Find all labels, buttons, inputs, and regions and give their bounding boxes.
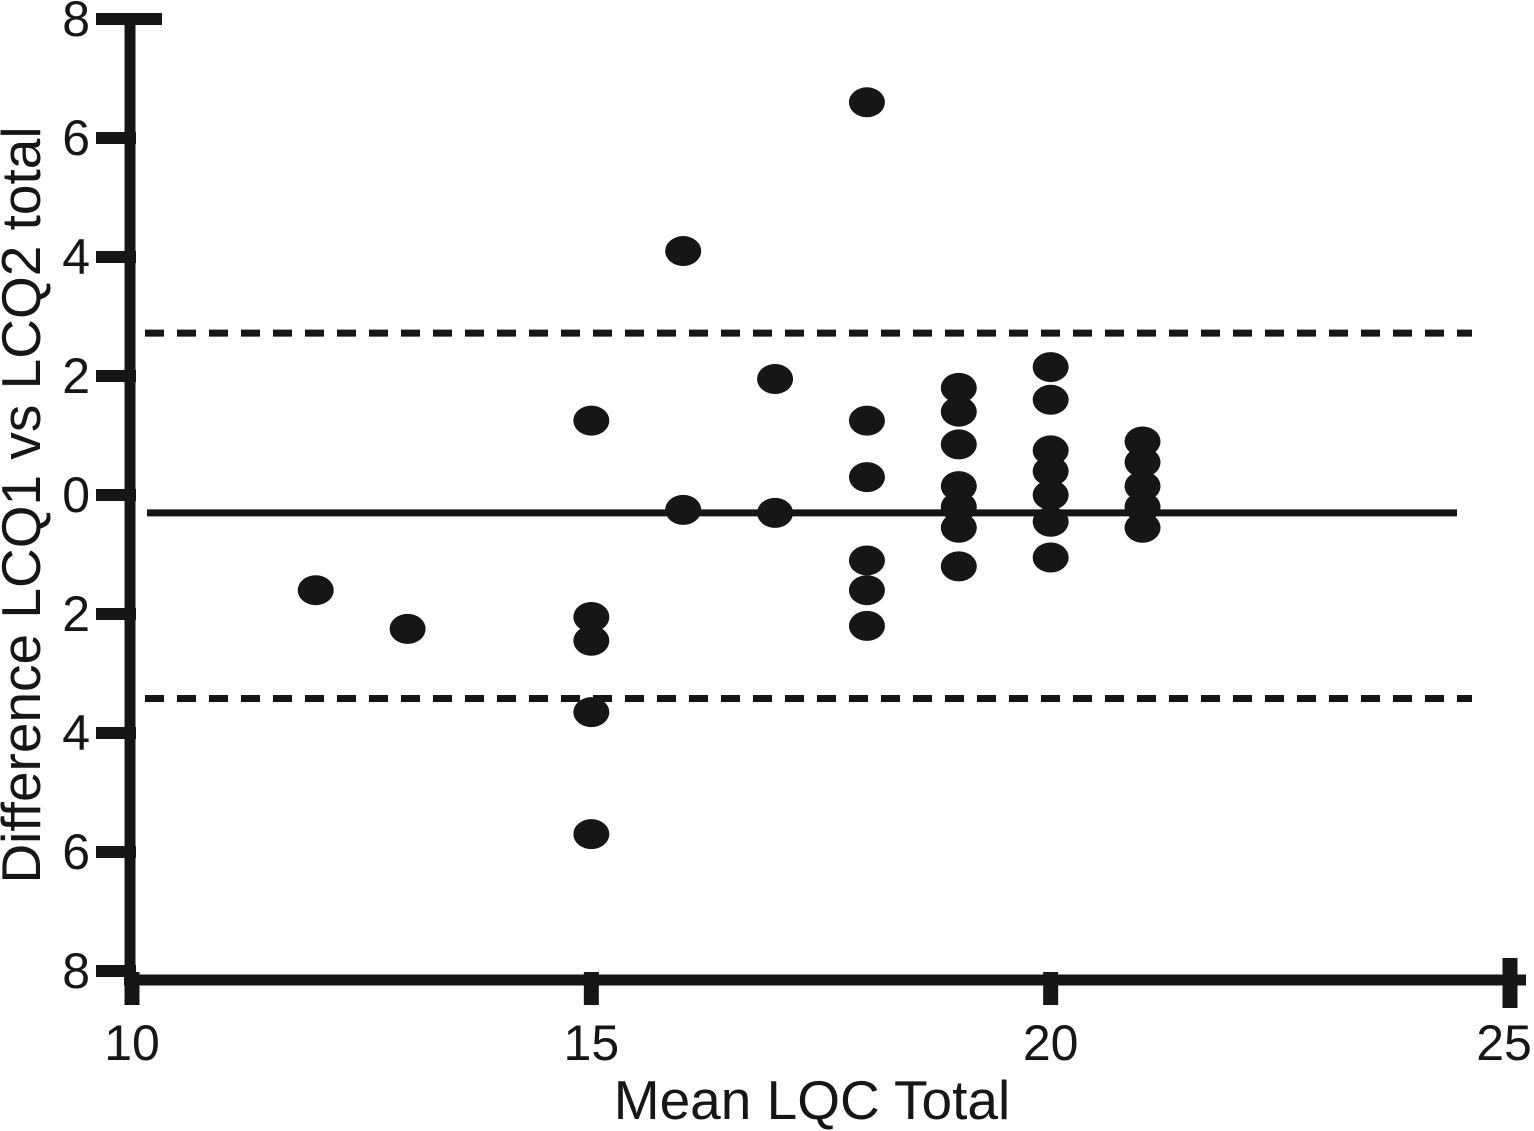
data-point <box>940 471 977 502</box>
y-tick <box>96 132 136 144</box>
data-point <box>757 363 794 394</box>
data-point <box>848 87 885 118</box>
data-point <box>297 575 334 606</box>
data-point <box>573 405 610 436</box>
data-point <box>665 494 702 525</box>
x-tick-label: 20 <box>1023 1015 1079 1071</box>
data-point <box>848 462 885 493</box>
data-points <box>297 87 1161 850</box>
x-tick-label: 10 <box>104 1015 160 1071</box>
data-point <box>757 497 794 528</box>
data-point <box>940 429 977 460</box>
x-tick <box>124 972 140 1005</box>
data-point <box>848 610 885 641</box>
data-point <box>389 613 426 644</box>
data-point <box>1032 435 1069 466</box>
data-point <box>1124 426 1161 457</box>
x-tick-label: 25 <box>1476 1015 1532 1071</box>
y-tick <box>96 846 136 858</box>
data-point <box>940 372 977 403</box>
data-point <box>1124 447 1161 478</box>
y-tick <box>96 489 136 501</box>
y-tick-label: 8 <box>62 0 90 47</box>
y-axis-title: Difference LCQ1 vs LCQ2 total <box>0 126 52 883</box>
y-tick-label: 4 <box>62 705 90 761</box>
y-tick <box>96 251 136 263</box>
data-point <box>573 601 610 632</box>
data-point <box>1124 512 1161 543</box>
y-tick <box>96 370 136 382</box>
x-tick <box>1502 958 1518 1008</box>
y-tick <box>96 727 136 739</box>
data-point <box>573 625 610 656</box>
data-point <box>940 512 977 543</box>
data-point <box>573 697 610 728</box>
y-tick-label: 6 <box>62 110 90 166</box>
y-tick-label: 4 <box>62 229 90 285</box>
y-tick <box>96 608 136 620</box>
data-point <box>1032 506 1069 537</box>
y-tick-label: 2 <box>62 348 90 404</box>
data-point <box>665 236 702 267</box>
data-point <box>940 491 977 522</box>
data-point <box>1124 471 1161 502</box>
data-point <box>1032 352 1069 383</box>
data-point <box>848 575 885 606</box>
data-point <box>848 405 885 436</box>
y-tick-label: 2 <box>62 586 90 642</box>
y-tick-label: 6 <box>62 824 90 880</box>
data-point <box>573 819 610 850</box>
x-tick-label: 15 <box>564 1015 620 1071</box>
data-point <box>1032 480 1069 510</box>
data-point <box>940 396 977 427</box>
data-point <box>1032 384 1069 415</box>
axes <box>96 13 1526 1008</box>
data-point <box>940 551 977 582</box>
x-tick <box>1043 972 1059 1005</box>
y-tick-label: 0 <box>62 467 90 523</box>
x-axis-title: Mean LQC Total <box>614 1069 1010 1131</box>
x-axis-spine <box>124 974 1526 986</box>
reference-lines <box>145 329 1472 702</box>
x-tick <box>583 972 599 1005</box>
data-point <box>1032 456 1069 487</box>
data-point <box>848 545 885 576</box>
y-tick-label: 8 <box>62 943 90 999</box>
y-tick <box>96 13 162 25</box>
data-point <box>1032 542 1069 573</box>
data-point <box>1124 491 1161 522</box>
